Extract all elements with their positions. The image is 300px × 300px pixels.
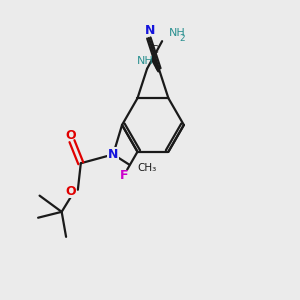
Text: 2: 2: [180, 34, 185, 43]
Text: C: C: [150, 45, 158, 55]
Text: N: N: [108, 148, 119, 161]
Text: CH₃: CH₃: [138, 163, 157, 173]
Text: N: N: [145, 24, 155, 37]
Text: NH: NH: [169, 28, 186, 38]
Text: F: F: [120, 169, 128, 182]
Text: O: O: [65, 129, 76, 142]
Text: O: O: [65, 185, 76, 198]
Text: NH: NH: [137, 56, 154, 65]
